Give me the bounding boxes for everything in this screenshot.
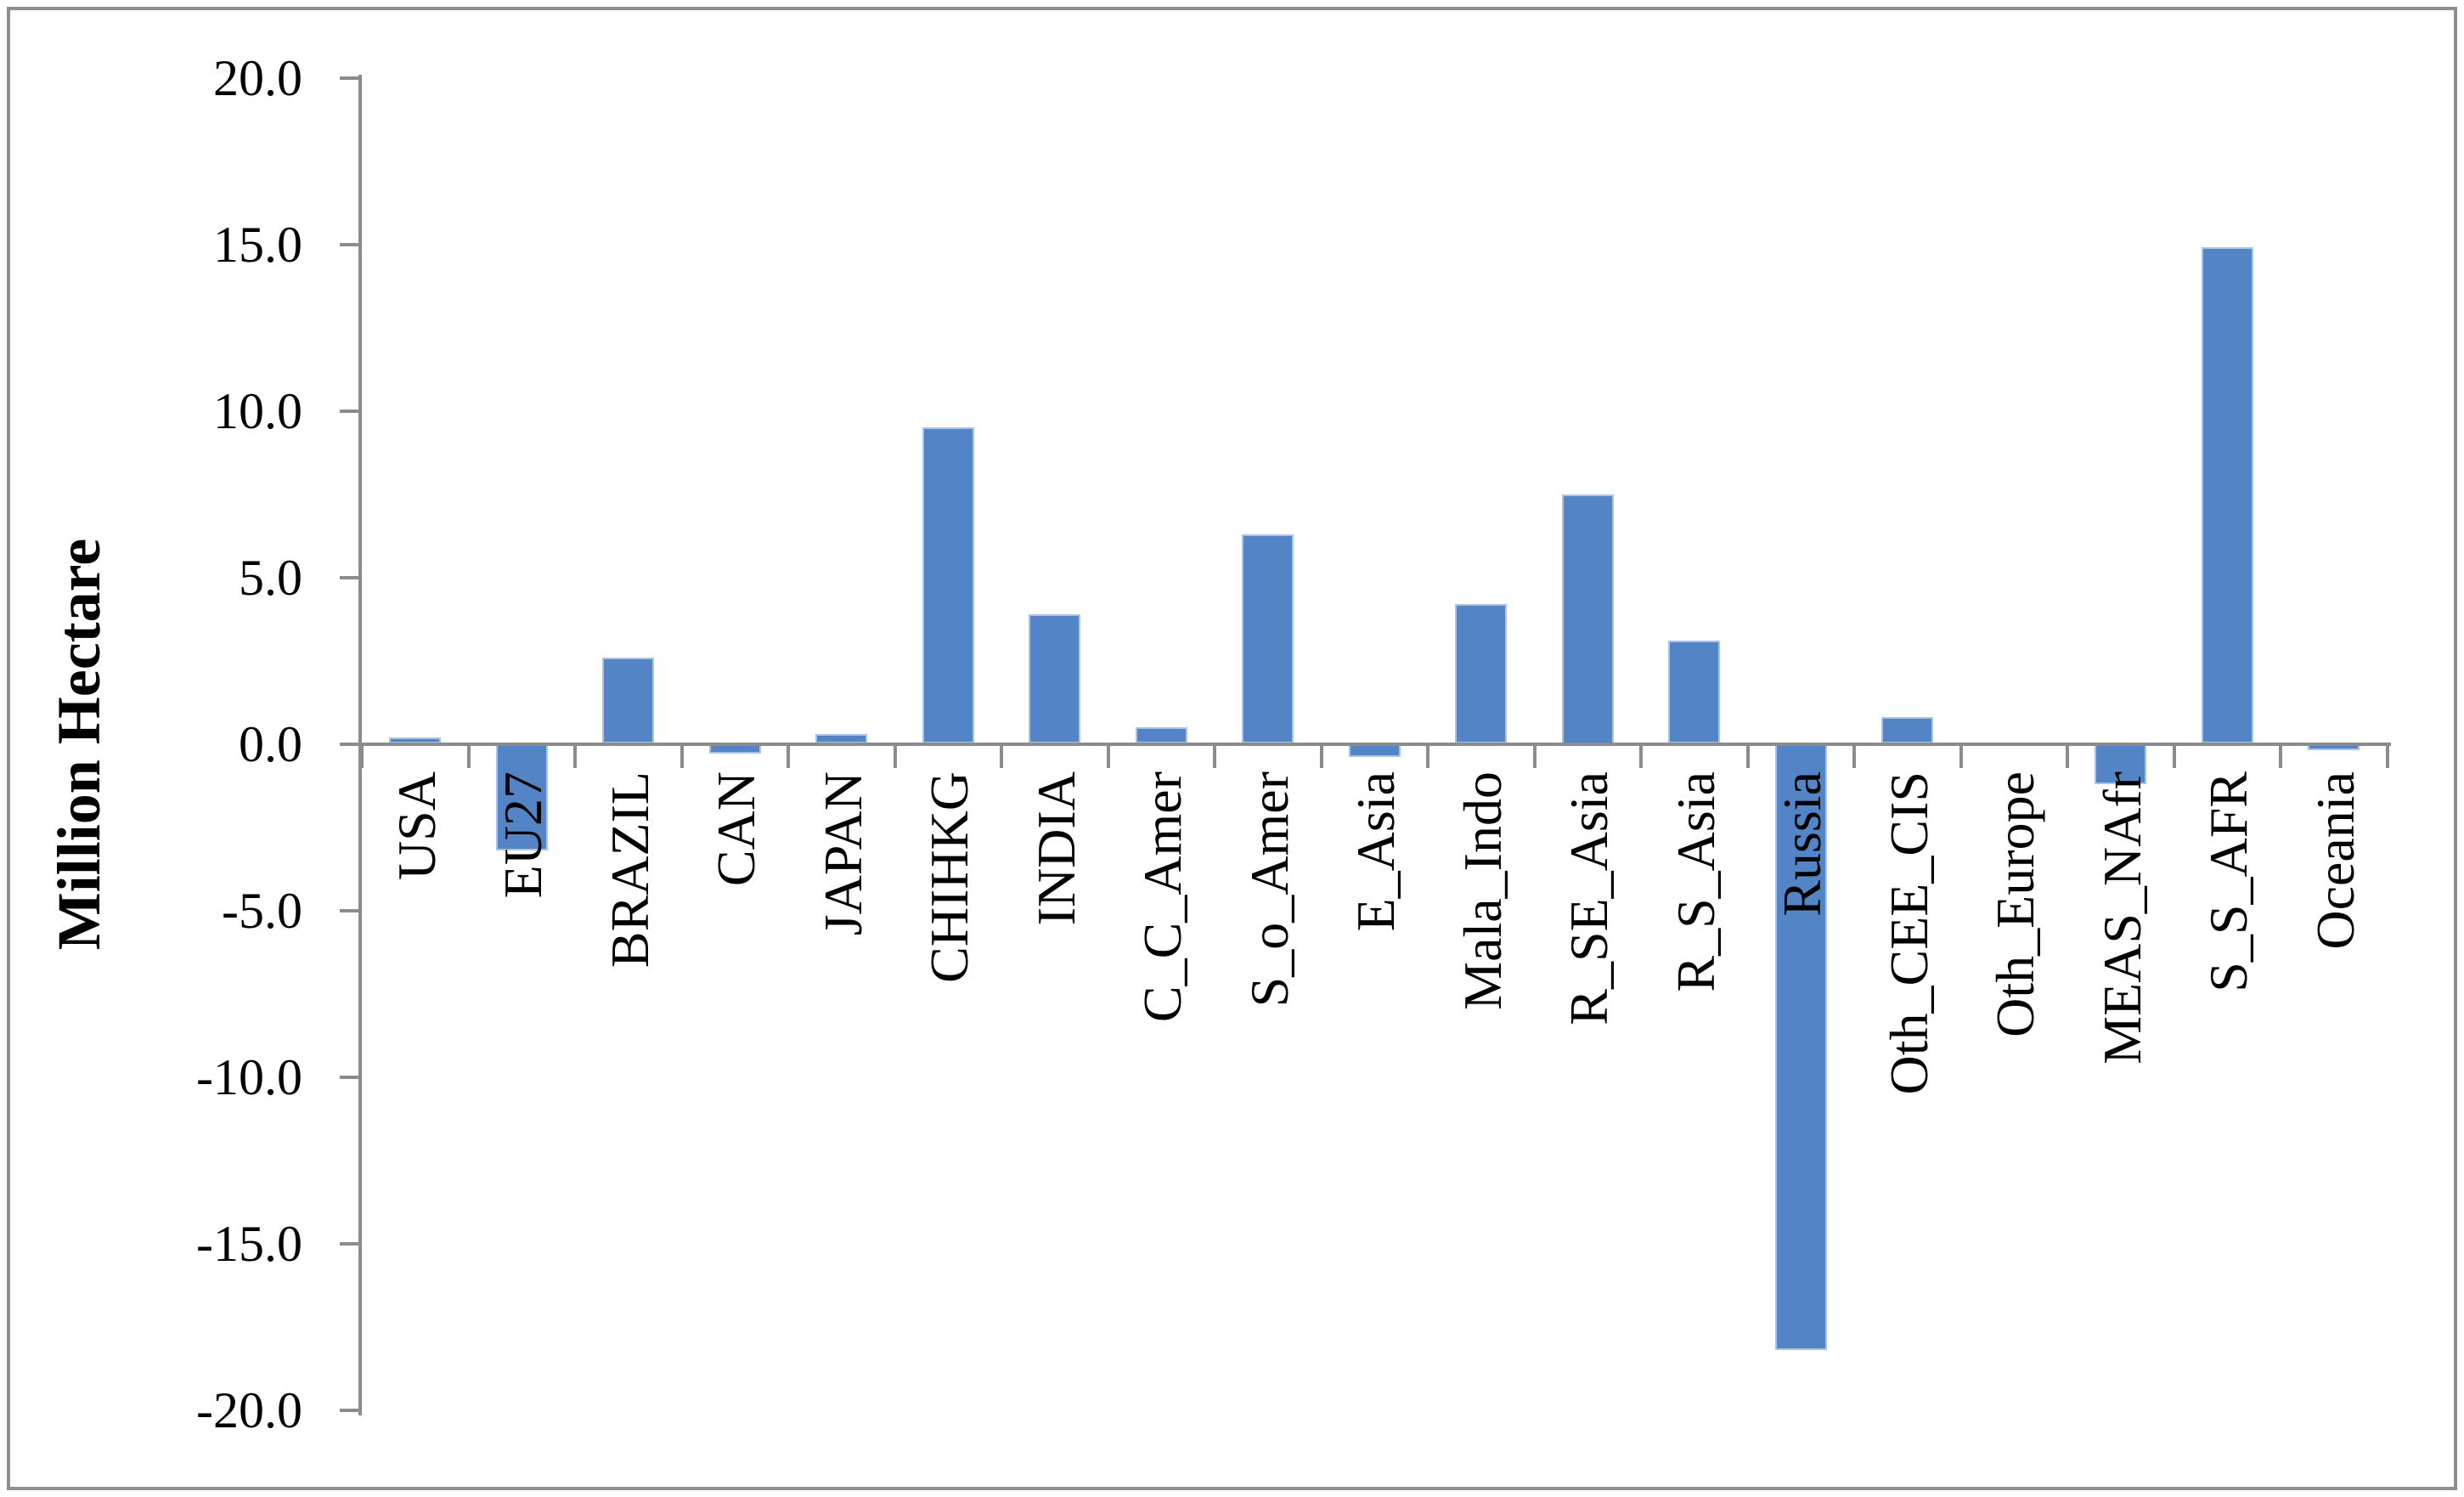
category-label-INDIA: INDIA (1025, 771, 1086, 926)
category-label-CAN: CAN (706, 771, 767, 887)
category-label-S_S_AFR: S_S_AFR (2198, 771, 2259, 992)
x-axis-tick (1106, 745, 1110, 768)
bar-Oth_CEE_CIS (1881, 717, 1934, 744)
category-label-Russia: Russia (1772, 771, 1833, 917)
x-axis-tick (1426, 745, 1429, 768)
category-label-C_C_Amer: C_C_Amer (1132, 771, 1193, 1023)
bar-S_S_AFR (2201, 247, 2253, 744)
category-label-EU27: EU27 (493, 771, 554, 899)
y-tick-label--5.0: -5.0 (222, 882, 302, 939)
x-axis-tick (1639, 745, 1643, 768)
y-tick-label-0.0: 0.0 (239, 715, 302, 772)
bar-S_o_Amer (1242, 534, 1294, 744)
y-tick-label-15.0: 15.0 (213, 216, 302, 273)
x-axis-tick (2385, 745, 2389, 768)
bar-Mala_Indo (1455, 603, 1508, 744)
x-axis-tick (679, 745, 684, 768)
x-axis-tick (360, 745, 364, 768)
category-label-Oceania: Oceania (2304, 771, 2365, 950)
x-axis-tick (1213, 745, 1216, 768)
bar-BRAZIL (602, 657, 655, 744)
y-tick-label-20.0: 20.0 (213, 49, 302, 106)
y-axis-tick-5.0 (340, 575, 362, 579)
y-tick-label--20.0: -20.0 (196, 1381, 302, 1438)
x-axis-tick (787, 745, 790, 768)
x-axis-tick (466, 745, 471, 768)
y-axis-tick--15.0 (340, 1241, 362, 1246)
x-axis-tick (2066, 745, 2069, 768)
y-axis-tick-20.0 (340, 76, 362, 80)
y-axis-tick-0.0 (340, 742, 362, 746)
x-axis-tick (1959, 745, 1963, 768)
x-axis-tick (1852, 745, 1856, 768)
x-axis-tick (1745, 745, 1750, 768)
y-tick-label--10.0: -10.0 (196, 1048, 302, 1105)
y-axis-tick--10.0 (340, 1075, 362, 1079)
y-tick-label--15.0: -15.0 (196, 1215, 302, 1272)
x-axis-tick (1319, 745, 1323, 768)
category-label-E_Asia: E_Asia (1345, 771, 1407, 932)
category-label-CHIHKG: CHIHKG (919, 771, 980, 983)
y-axis-tick-15.0 (340, 242, 362, 246)
chart-outer-border (7, 7, 2457, 1490)
category-label-JAPAN: JAPAN (812, 771, 873, 936)
category-label-BRAZIL: BRAZIL (599, 771, 660, 969)
category-label-R_SE_Asia: R_SE_Asia (1559, 771, 1620, 1025)
category-label-MEAS_NAfr: MEAS_NAfr (2091, 771, 2152, 1065)
category-label-Oth_CEE_CIS: Oth_CEE_CIS (1878, 771, 1939, 1095)
x-axis-tick (2172, 745, 2176, 768)
y-axis-tick--20.0 (340, 1408, 362, 1412)
bar-CHIHKG (922, 427, 974, 744)
y-axis-tick-10.0 (340, 409, 362, 413)
x-axis-tick (893, 745, 897, 768)
bar-R_S_Asia (1668, 640, 1721, 744)
y-tick-label-5.0: 5.0 (239, 549, 302, 606)
category-label-USA: USA (386, 771, 447, 881)
category-label-R_S_Asia: R_S_Asia (1665, 771, 1726, 992)
bar-MEAS_NAfr (2095, 743, 2147, 784)
bar-E_Asia (1348, 743, 1401, 758)
category-label-S_o_Amer: S_o_Amer (1238, 771, 1300, 1008)
x-axis-tick (2279, 745, 2282, 768)
category-label-Oth_Europe: Oth_Europe (1985, 771, 2046, 1037)
y-tick-label-10.0: 10.0 (213, 382, 302, 439)
category-label-Mala_Indo: Mala_Indo (1452, 771, 1513, 1010)
bar-Russia (1774, 743, 1827, 1350)
bar-R_SE_Asia (1561, 494, 1614, 744)
x-axis-tick (573, 745, 577, 768)
x-axis-tick (1532, 745, 1536, 768)
bar-INDIA (1029, 613, 1081, 744)
x-axis-tick (1000, 745, 1003, 768)
x-axis-line (358, 742, 2391, 746)
y-axis-tick--5.0 (340, 908, 362, 912)
